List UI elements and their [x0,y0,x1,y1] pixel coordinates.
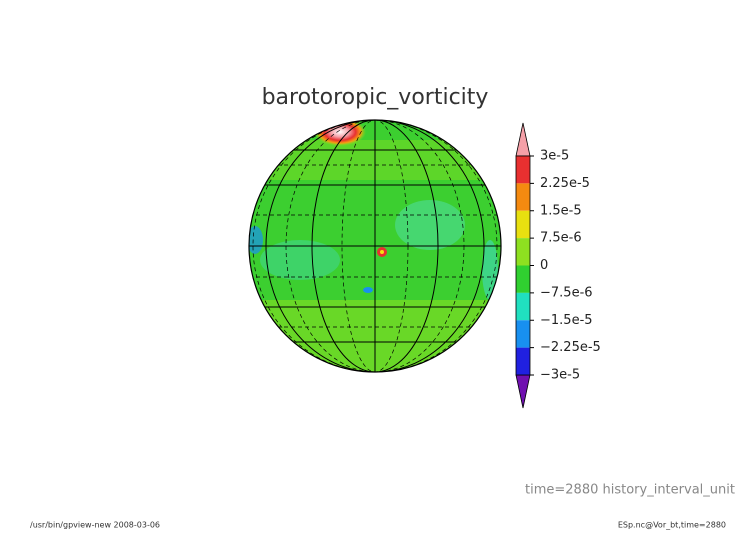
colorbar-tick-label: −3e-5 [540,368,580,383]
colorbar-band [516,210,530,239]
colorbar-band [516,320,530,348]
colorbar-tick-label: 1.5e-5 [540,203,582,218]
colorbar-band [516,265,530,293]
title: barotoropic_vorticity [262,85,489,110]
colorbar-tick-label: −1.5e-5 [540,313,593,328]
colorbar: 3e-5 2.25e-5 1.5e-5 7.5e-6 0 −7.5e-6 −1.5e-5 −2… [515,122,601,409]
colorbar-band [516,156,530,184]
colorbar-band [516,238,530,266]
colorbar-tick-label: 7.5e-6 [540,231,582,246]
colorbar-tick-label: −7.5e-6 [540,285,593,300]
colorbar-band [516,347,530,375]
time-label: time=2880 history_interval_unit [525,483,735,498]
globe [248,119,502,373]
colorbar-extend-bottom [515,374,531,409]
colorbar-tick-label: 2.25e-5 [540,176,590,191]
colorbar-extend-top [515,122,531,157]
footer-right: ESp.nc@Vor_bt,time=2880 [618,521,726,530]
colorbar-band [516,183,530,211]
colorbar-band [516,292,530,321]
footer-left: /usr/bin/gpview-new 2008-03-06 [30,521,160,530]
colorbar-tick-label: 0 [540,258,548,273]
colorbar-tick-label: 3e-5 [540,149,569,164]
colorbar-tick-label: −2.25e-5 [540,340,601,355]
